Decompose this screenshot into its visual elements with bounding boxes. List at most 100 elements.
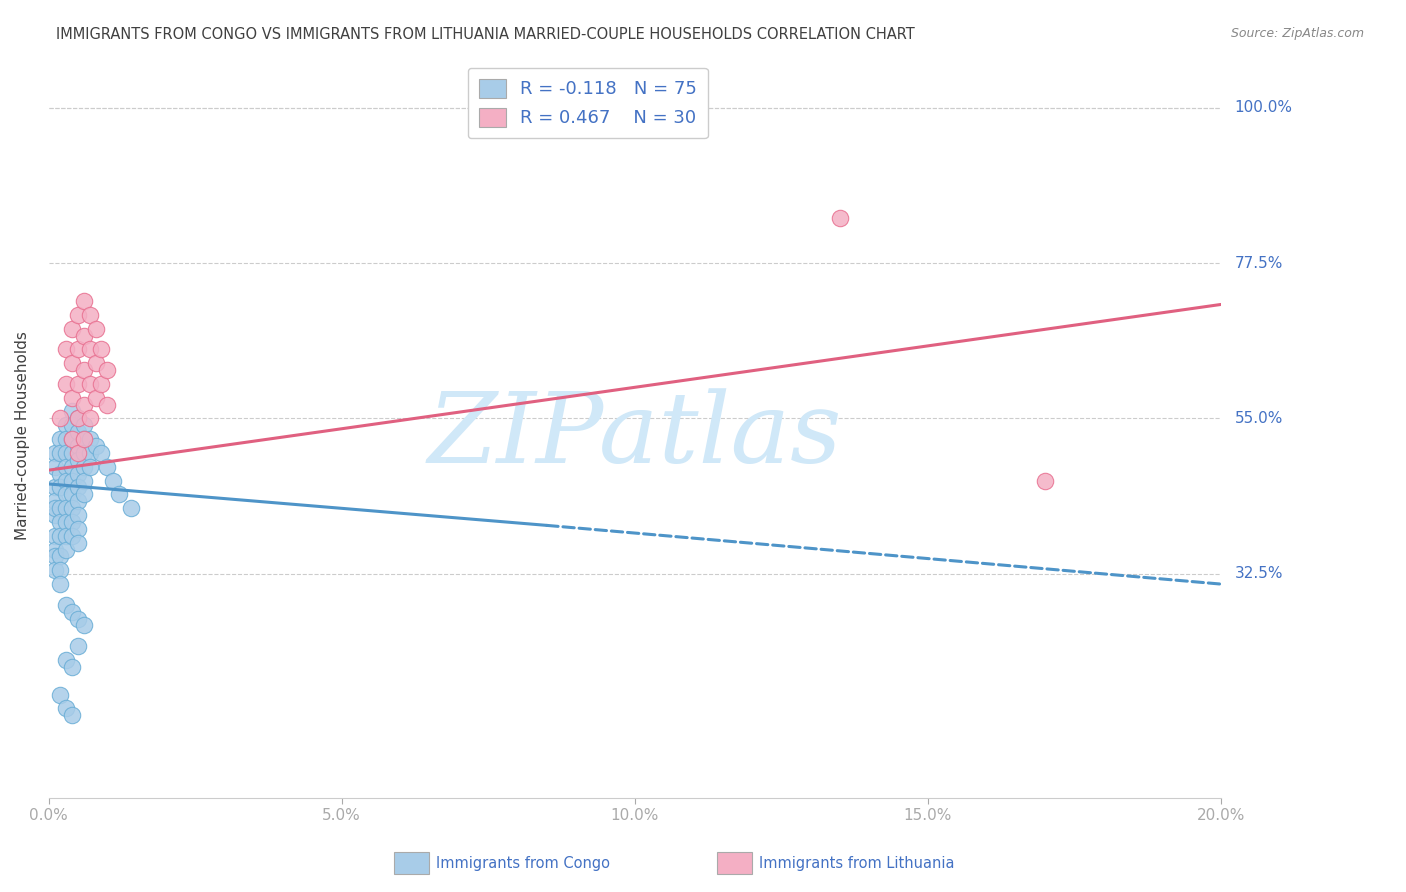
Point	[55, 343, 77, 357]
Point	[44, 501, 66, 516]
Point	[44, 459, 66, 474]
Point	[55, 529, 77, 543]
Point	[73, 432, 96, 446]
Point	[1033, 474, 1056, 488]
Point	[60, 660, 83, 674]
Point	[67, 522, 90, 536]
Point	[67, 639, 90, 653]
Point	[55, 487, 77, 501]
Point	[67, 452, 90, 467]
Text: 32.5%: 32.5%	[1234, 566, 1284, 582]
Point	[44, 508, 66, 522]
Point	[49, 563, 72, 577]
Point	[49, 577, 72, 591]
Point	[49, 529, 72, 543]
Point	[55, 418, 77, 433]
Point	[60, 446, 83, 460]
Point	[67, 611, 90, 625]
Point	[60, 321, 83, 335]
Point	[49, 467, 72, 481]
Point	[73, 328, 96, 343]
Point	[79, 446, 101, 460]
Point	[90, 446, 112, 460]
Point	[90, 376, 112, 391]
Point	[60, 404, 83, 418]
Point	[67, 446, 90, 460]
Point	[73, 432, 96, 446]
Point	[96, 363, 118, 377]
Point	[67, 535, 90, 549]
Point	[44, 480, 66, 494]
Point	[67, 343, 90, 357]
Point	[55, 542, 77, 557]
Point	[79, 432, 101, 446]
Point	[67, 494, 90, 508]
Point	[73, 459, 96, 474]
Point	[73, 474, 96, 488]
Point	[60, 529, 83, 543]
Text: Source: ZipAtlas.com: Source: ZipAtlas.com	[1230, 27, 1364, 40]
Point	[55, 474, 77, 488]
Point	[73, 398, 96, 412]
Point	[73, 487, 96, 501]
Point	[55, 701, 77, 715]
Point	[44, 494, 66, 508]
Point	[55, 501, 77, 516]
Point	[55, 459, 77, 474]
Point	[96, 398, 118, 412]
Point	[828, 211, 851, 226]
Point	[84, 321, 107, 335]
Point	[44, 529, 66, 543]
Point	[44, 446, 66, 460]
Point	[49, 446, 72, 460]
Point	[60, 459, 83, 474]
Point	[79, 376, 101, 391]
Legend: R = -0.118   N = 75, R = 0.467    N = 30: R = -0.118 N = 75, R = 0.467 N = 30	[468, 68, 707, 138]
Point	[55, 515, 77, 529]
Y-axis label: Married-couple Households: Married-couple Households	[15, 331, 30, 540]
Point	[60, 487, 83, 501]
Point	[67, 425, 90, 440]
Point	[84, 356, 107, 370]
Text: 55.0%: 55.0%	[1234, 411, 1282, 425]
Point	[73, 363, 96, 377]
Point	[67, 480, 90, 494]
Point	[49, 411, 72, 425]
Point	[60, 501, 83, 516]
Text: ZIPatlas: ZIPatlas	[427, 388, 842, 483]
Text: Immigrants from Lithuania: Immigrants from Lithuania	[759, 856, 955, 871]
Point	[96, 459, 118, 474]
Point	[55, 653, 77, 667]
Point	[79, 459, 101, 474]
Point	[49, 549, 72, 564]
Point	[67, 411, 90, 425]
Point	[55, 446, 77, 460]
Point	[49, 480, 72, 494]
Point	[79, 343, 101, 357]
Point	[73, 618, 96, 632]
Point	[49, 688, 72, 702]
Text: 77.5%: 77.5%	[1234, 256, 1282, 270]
Point	[55, 432, 77, 446]
Text: IMMIGRANTS FROM CONGO VS IMMIGRANTS FROM LITHUANIA MARRIED-COUPLE HOUSEHOLDS COR: IMMIGRANTS FROM CONGO VS IMMIGRANTS FROM…	[56, 27, 915, 42]
Point	[55, 598, 77, 612]
Point	[84, 391, 107, 405]
Point	[67, 508, 90, 522]
Text: 100.0%: 100.0%	[1234, 100, 1292, 115]
Point	[84, 439, 107, 453]
Point	[55, 376, 77, 391]
Point	[67, 467, 90, 481]
Point	[49, 432, 72, 446]
Point	[60, 356, 83, 370]
Point	[90, 343, 112, 357]
Point	[49, 515, 72, 529]
Point	[79, 308, 101, 322]
Point	[44, 563, 66, 577]
Point	[79, 411, 101, 425]
Point	[60, 432, 83, 446]
Point	[67, 376, 90, 391]
Point	[67, 411, 90, 425]
Point	[67, 439, 90, 453]
Point	[60, 391, 83, 405]
Point	[60, 418, 83, 433]
